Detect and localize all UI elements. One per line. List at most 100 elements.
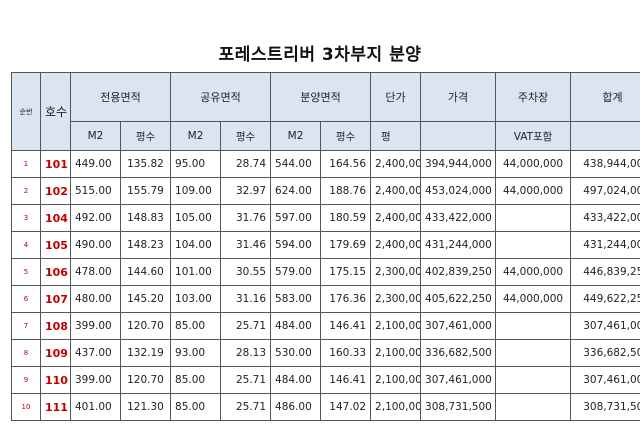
row-common-pyeong: 32.97 [220, 177, 272, 205]
header-parking: 주차장 [495, 72, 572, 122]
row-exclusive-m2: 480.00 [70, 285, 121, 313]
row-parking [495, 366, 572, 394]
row-sale-m2: 484.00 [270, 312, 322, 340]
row-unit-number: 101 [40, 150, 71, 178]
row-total: 446,839,250 [570, 258, 640, 286]
row-unit-number: 105 [40, 231, 71, 259]
row-sale-pyeong: 164.56 [320, 150, 372, 178]
row-seq: 9 [11, 366, 41, 394]
table-row: 1 101 449.00 135.82 95.00 28.74 544.00 164.56 2,… [11, 150, 640, 178]
subheader-price [420, 121, 497, 151]
row-seq: 1 [11, 150, 41, 178]
row-price: 336,682,500 [420, 339, 497, 367]
row-sale-pyeong: 180.59 [320, 204, 372, 232]
row-sale-pyeong: 179.69 [320, 231, 372, 259]
row-unit-number: 111 [40, 393, 71, 421]
row-exclusive-m2: 515.00 [70, 177, 121, 205]
row-sale-pyeong: 175.15 [320, 258, 372, 286]
row-price: 307,461,000 [420, 366, 497, 394]
row-parking: 44,000,000 [495, 150, 572, 178]
table-body: 1 101 449.00 135.82 95.00 28.74 544.00 164.56 2,… [11, 150, 640, 421]
row-sale-m2: 544.00 [270, 150, 322, 178]
row-parking [495, 339, 572, 367]
row-total: 307,461,000 [570, 312, 640, 340]
row-exclusive-pyeong: 132.19 [119, 339, 172, 367]
row-sale-m2: 579.00 [270, 258, 322, 286]
row-unit-price: 2,300,000 [370, 285, 422, 313]
row-total: 497,024,000 [570, 177, 640, 205]
table-row: 4 105 490.00 148.23 104.00 31.46 594.00 179.69 2… [11, 231, 640, 259]
table-row: 8 109 437.00 132.19 93.00 28.13 530.00 160.33 2,… [11, 339, 640, 367]
row-parking: 44,000,000 [495, 285, 572, 313]
row-seq: 8 [11, 339, 41, 367]
table-row: 2 102 515.00 155.79 109.00 32.97 624.00 188.76 2… [11, 177, 640, 205]
row-unit-price: 2,400,000 [370, 177, 422, 205]
row-sale-pyeong: 188.76 [320, 177, 372, 205]
row-exclusive-m2: 490.00 [70, 231, 121, 259]
row-common-pyeong: 25.71 [220, 393, 272, 421]
row-seq: 6 [11, 285, 41, 313]
row-exclusive-pyeong: 144.60 [119, 258, 172, 286]
row-exclusive-pyeong: 148.83 [119, 204, 172, 232]
header-unit-price: 단가 [370, 72, 422, 122]
row-unit-number: 104 [40, 204, 71, 232]
header-unit: 호수 [40, 72, 71, 151]
row-parking [495, 231, 572, 259]
row-common-m2: 103.00 [170, 285, 222, 313]
row-unit-price: 2,100,000 [370, 339, 422, 367]
row-unit-number: 102 [40, 177, 71, 205]
row-total: 307,461,000 [570, 366, 640, 394]
row-exclusive-pyeong: 145.20 [119, 285, 172, 313]
row-parking: 44,000,000 [495, 177, 572, 205]
row-sale-m2: 530.00 [270, 339, 322, 367]
row-common-m2: 93.00 [170, 339, 222, 367]
row-sale-m2: 624.00 [270, 177, 322, 205]
header-total: 합계 [570, 72, 640, 122]
row-exclusive-pyeong: 135.82 [119, 150, 172, 178]
row-price: 405,622,250 [420, 285, 497, 313]
row-unit-number: 110 [40, 366, 71, 394]
row-common-m2: 95.00 [170, 150, 222, 178]
subheader-unit-price-unit: 평 [370, 121, 422, 151]
row-parking [495, 312, 572, 340]
row-seq: 3 [11, 204, 41, 232]
row-price: 308,731,500 [420, 393, 497, 421]
row-common-pyeong: 28.74 [220, 150, 272, 178]
subheader-total [570, 121, 640, 151]
row-unit-price: 2,100,000 [370, 312, 422, 340]
header-price: 가격 [420, 72, 497, 122]
row-sale-m2: 597.00 [270, 204, 322, 232]
subheader-common-m2: M2 [170, 121, 222, 151]
row-unit-number: 109 [40, 339, 71, 367]
subheader-sale-pyeong: 평수 [320, 121, 372, 151]
row-exclusive-m2: 478.00 [70, 258, 121, 286]
row-sale-pyeong: 147.02 [320, 393, 372, 421]
row-total: 308,731,500 [570, 393, 640, 421]
row-parking [495, 204, 572, 232]
row-common-pyeong: 30.55 [220, 258, 272, 286]
row-sale-pyeong: 146.41 [320, 366, 372, 394]
row-common-m2: 85.00 [170, 312, 222, 340]
table-row: 6 107 480.00 145.20 103.00 31.16 583.00 176.36 2… [11, 285, 640, 313]
row-unit-price: 2,300,000 [370, 258, 422, 286]
row-seq: 7 [11, 312, 41, 340]
row-parking: 44,000,000 [495, 258, 572, 286]
row-common-pyeong: 25.71 [220, 366, 272, 394]
row-exclusive-pyeong: 121.30 [119, 393, 172, 421]
row-total: 433,422,000 [570, 204, 640, 232]
table-row: 7 108 399.00 120.70 85.00 25.71 484.00 146.41 2,… [11, 312, 640, 340]
sales-table: 순번 호수 전용면적 공유면적 분양면적 단가 가격 주차장 합계 M2 평수 … [11, 72, 640, 421]
subheader-exclusive-pyeong: 평수 [119, 121, 172, 151]
row-price: 402,839,250 [420, 258, 497, 286]
row-price: 433,422,000 [420, 204, 497, 232]
row-sale-m2: 583.00 [270, 285, 322, 313]
row-total: 431,244,000 [570, 231, 640, 259]
row-price: 431,244,000 [420, 231, 497, 259]
row-common-m2: 85.00 [170, 393, 222, 421]
table-row: 5 106 478.00 144.60 101.00 30.55 579.00 175.15 2… [11, 258, 640, 286]
header-exclusive-area: 전용면적 [69, 72, 172, 122]
row-exclusive-m2: 401.00 [70, 393, 121, 421]
row-sale-pyeong: 146.41 [320, 312, 372, 340]
row-seq: 2 [11, 177, 41, 205]
row-sale-m2: 486.00 [270, 393, 322, 421]
